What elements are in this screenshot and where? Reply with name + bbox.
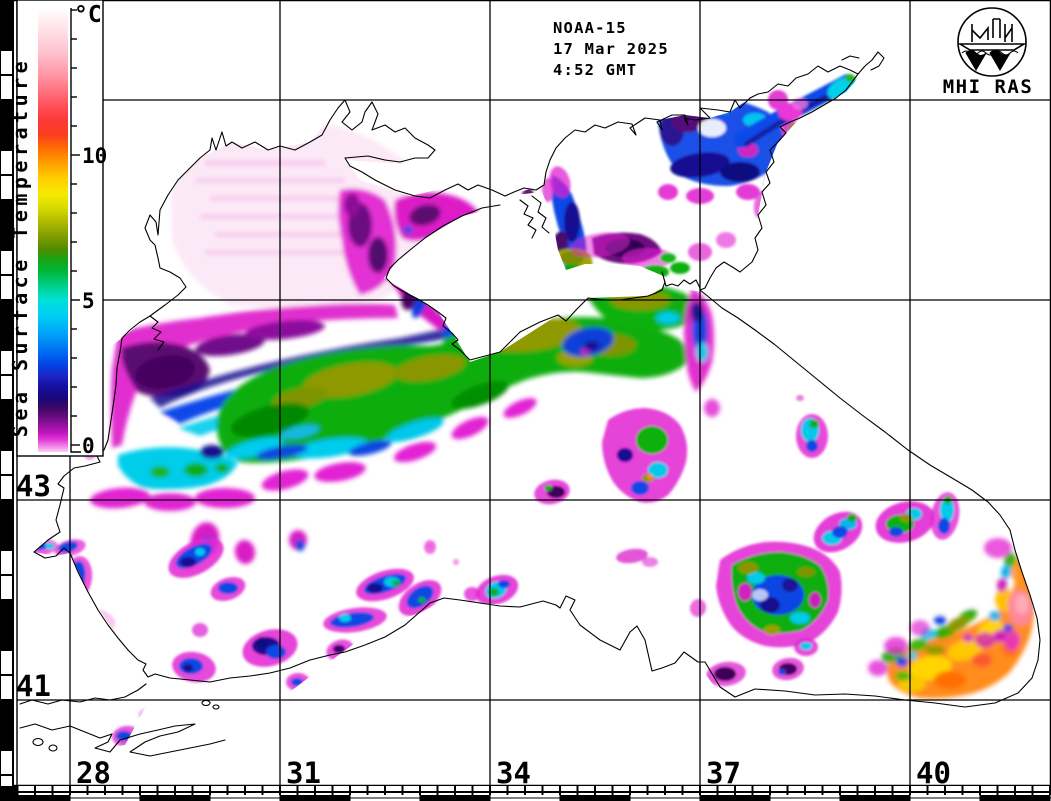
bottom-border-stripes xyxy=(0,795,1051,801)
satellite-name: NOAA-15 xyxy=(553,19,627,37)
logo-circle xyxy=(957,7,1027,77)
colorbar-tick-10: 10 xyxy=(82,144,107,168)
border-corner xyxy=(0,786,17,801)
left-border-stripes xyxy=(1,0,14,786)
colorbar-title: Sea Surface Temperature xyxy=(8,57,32,437)
lat-label-43: 43 xyxy=(16,469,51,503)
mhi-ras-logo: MHI RAS xyxy=(943,7,1034,98)
acquisition-date: 17 Mar 2025 xyxy=(553,40,669,58)
lon-label-37: 37 xyxy=(706,756,741,790)
colorbar-tick-5: 5 xyxy=(82,289,95,313)
lat-label-41: 41 xyxy=(16,669,51,703)
acquisition-time: 4:52 GMT xyxy=(553,61,637,79)
annotation-block: NOAA-15 17 Mar 2025 4:52 GMT xyxy=(553,19,669,79)
colorbar-gradient xyxy=(38,8,68,452)
lon-label-40: 40 xyxy=(916,756,951,790)
colorbar-panel: 10 5 0 °C Sea Surface Temperature xyxy=(8,0,107,458)
sst-field xyxy=(22,68,1036,747)
lon-label-31: 31 xyxy=(286,756,321,790)
coastline xyxy=(19,51,1041,757)
grid-lines xyxy=(17,0,1050,786)
lon-label-34: 34 xyxy=(496,756,531,790)
colorbar-tick-0: 0 xyxy=(82,434,95,458)
colorbar-ticks xyxy=(71,9,80,446)
lon-label-28: 28 xyxy=(76,756,111,790)
colorbar-axis xyxy=(70,8,81,453)
longitude-labels: 28 31 34 37 40 xyxy=(76,756,951,790)
waves-emblem-icon xyxy=(957,18,1027,71)
latitude-labels: 43 41 xyxy=(16,469,51,703)
bottom-border-ruler xyxy=(0,786,1051,795)
logo-caption: MHI RAS xyxy=(943,76,1034,98)
colorbar-unit: °C xyxy=(74,2,102,28)
